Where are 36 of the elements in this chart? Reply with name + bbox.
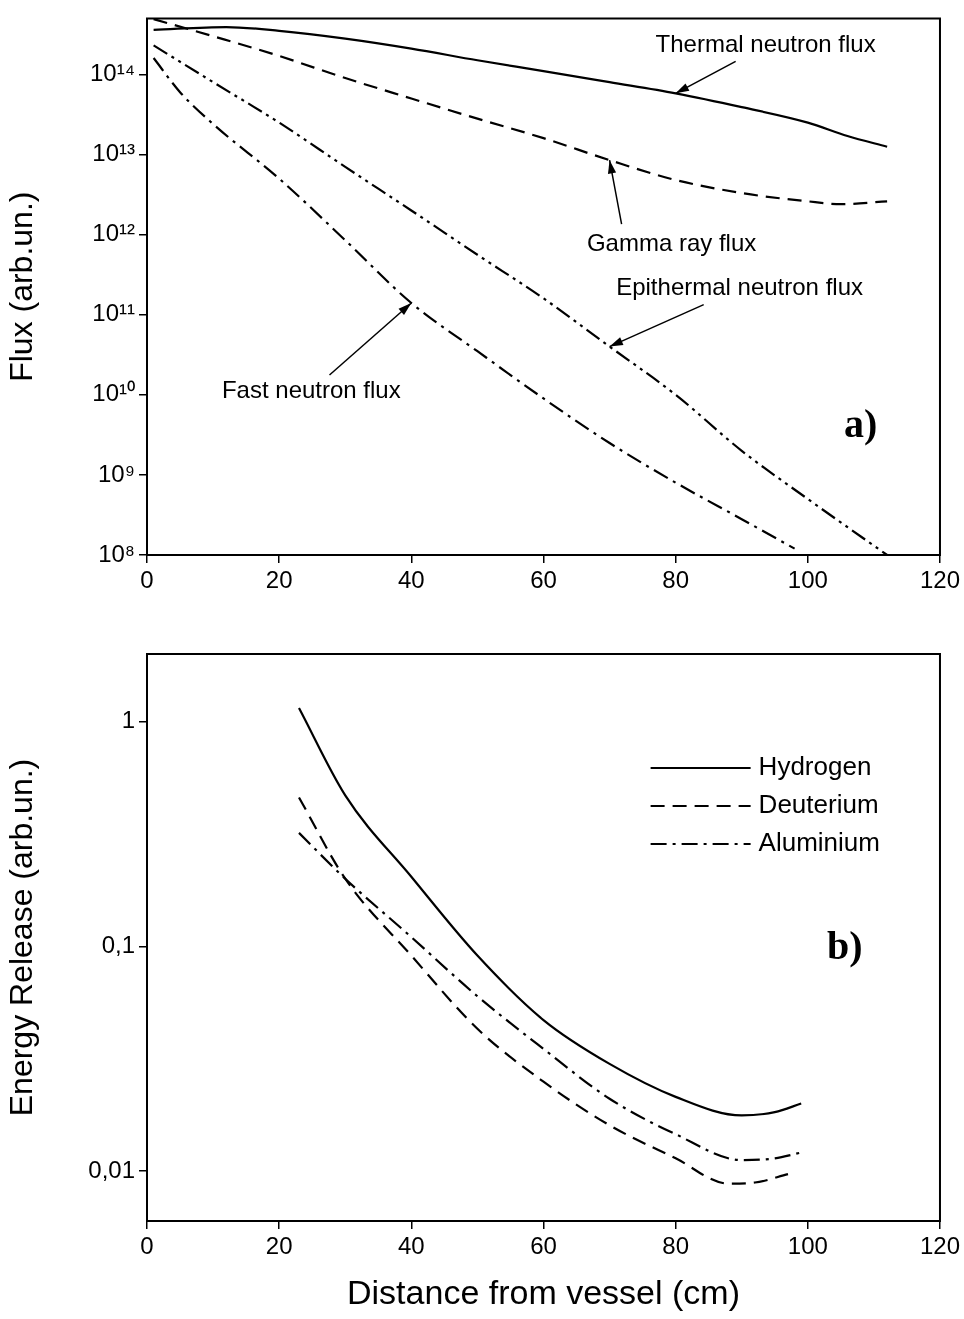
- y-tick-label: 10⁸: [98, 539, 135, 567]
- x-tick-label: 80: [662, 1232, 689, 1260]
- x-tick-label: 0: [140, 566, 154, 594]
- legend-label: Hydrogen: [758, 751, 872, 782]
- x-tick-label: 40: [397, 566, 425, 594]
- y-tick-label: 10¹⁴: [90, 59, 135, 87]
- annotation: b): [827, 923, 863, 969]
- legend-label: Deuterium: [758, 789, 879, 820]
- y-axis-title: Energy Release (arb.un.): [3, 758, 40, 1117]
- annotation: a): [844, 400, 878, 446]
- legend-label: Aluminium: [758, 827, 880, 858]
- series-label: Epithermal neutron flux: [616, 273, 863, 301]
- x-tick-label: 60: [530, 566, 557, 594]
- y-tick-label: 10⁹: [98, 459, 135, 487]
- x-tick-label: 80: [662, 566, 689, 594]
- x-tick-label: 40: [397, 1232, 425, 1260]
- x-tick-label: 20: [265, 1232, 293, 1260]
- y-tick-label: 10¹³: [92, 139, 135, 167]
- y-axis-title: Flux (arb.un.): [3, 191, 40, 382]
- series-label: Gamma ray flux: [586, 228, 757, 256]
- x-tick-label: 100: [787, 1232, 828, 1260]
- series-label: Thermal neutron flux: [655, 29, 876, 57]
- text: Fast neutron flux: [221, 375, 401, 403]
- x-tick-label: 120: [919, 1232, 960, 1260]
- y-tick-label: 10¹¹: [92, 299, 135, 327]
- x-tick-label: 60: [530, 1232, 557, 1260]
- y-tick-label: 0,1: [101, 931, 135, 959]
- y-tick-label: 1: [121, 706, 135, 734]
- x-tick-label: 20: [265, 566, 293, 594]
- x-axis-title: Distance from vessel (cm): [347, 1272, 740, 1311]
- x-tick-label: 120: [919, 566, 960, 594]
- y-tick-label: 10¹⁰: [92, 379, 135, 407]
- x-tick-label: 100: [787, 566, 828, 594]
- y-tick-label: 10¹²: [92, 219, 135, 247]
- x-tick-label: 0: [140, 1232, 154, 1260]
- y-tick-label: 0,01: [88, 1155, 135, 1183]
